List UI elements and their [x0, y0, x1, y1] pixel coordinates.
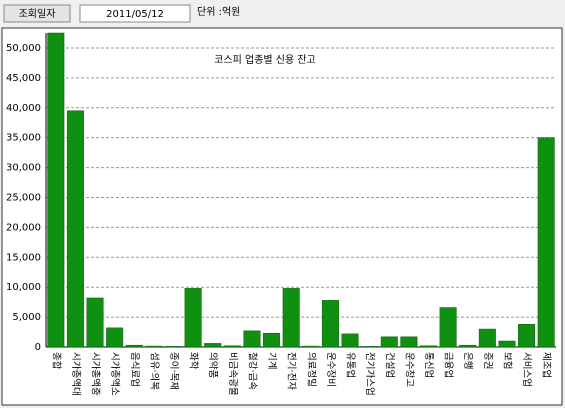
x-tick-label: 서비스업 — [521, 352, 533, 387]
x-tick-label: 의약품 — [207, 352, 219, 378]
bar — [459, 344, 477, 348]
y-tick-label: 40,000 — [6, 103, 41, 114]
x-tick-label: 종합 — [50, 352, 61, 370]
chart-panel — [1, 27, 563, 406]
y-tick-label: 5,000 — [12, 312, 41, 323]
unit-label: 단위 :억원 — [197, 5, 240, 18]
x-tick-label: 시가총액소 — [109, 352, 121, 396]
x-tick-label: 유통업 — [345, 352, 357, 378]
y-tick-label: 15,000 — [6, 252, 41, 263]
bar — [321, 300, 339, 348]
x-tick-label: 보험 — [501, 352, 512, 369]
y-tick-label: 35,000 — [6, 133, 41, 144]
x-tick-label: 의료정밀 — [305, 352, 317, 387]
date-value: 2011/05/12 — [106, 9, 164, 20]
x-tick-label: 건설업 — [384, 352, 396, 378]
bar — [165, 346, 182, 348]
x-tick-label: 증권 — [482, 352, 494, 369]
y-tick-label: 45,000 — [6, 73, 41, 84]
bar — [380, 336, 398, 348]
y-tick-label: 10,000 — [6, 282, 41, 293]
x-tick-label: 은행 — [462, 352, 474, 369]
bar — [263, 332, 281, 348]
x-tick-label: 통신업 — [423, 352, 435, 378]
y-tick-label: 50,000 — [6, 43, 41, 54]
chart-title: 코스피 업종별 신용 잔고 — [214, 53, 316, 66]
bar — [498, 340, 516, 348]
bar — [478, 328, 496, 348]
date-label: 조회일자 — [19, 8, 56, 20]
bar — [47, 32, 65, 348]
y-tick-label: 0 — [35, 342, 41, 353]
bar — [243, 330, 261, 348]
x-tick-label: 운수창고 — [403, 352, 414, 387]
x-tick-label: 화학 — [188, 352, 199, 370]
bar — [361, 346, 379, 348]
x-tick-label: 전기가스업 — [364, 352, 376, 396]
x-tick-label: 운수장비 — [325, 352, 336, 387]
bar — [537, 137, 555, 348]
bar — [184, 288, 202, 348]
date-input[interactable] — [79, 4, 191, 23]
bar — [420, 345, 437, 348]
bar — [282, 288, 300, 348]
bar — [204, 343, 222, 348]
bar — [145, 345, 163, 348]
x-tick-label: 기계 — [266, 352, 278, 369]
bar — [439, 307, 457, 348]
y-tick-label: 25,000 — [6, 192, 41, 203]
y-tick-label: 20,000 — [6, 222, 41, 233]
plot: 0 5,000 10,000 15,000 20,000 25,000 30,000 35,0… — [6, 32, 556, 396]
y-tick-label: 30,000 — [6, 163, 41, 174]
x-tick-label: 음식료업 — [129, 352, 141, 387]
x-tick-label: 섬유·의복 — [148, 352, 159, 390]
x-tick-label: 금융업 — [443, 352, 455, 378]
x-tick-label: 철강·금속 — [246, 352, 257, 390]
x-tick-label: 종이·목재 — [168, 352, 179, 390]
bar — [66, 110, 84, 348]
bar — [223, 345, 241, 348]
x-tick-label: 시가총액대 — [70, 352, 82, 396]
x-tick-label: 제조업 — [541, 352, 553, 378]
bar — [302, 345, 320, 348]
bar — [86, 297, 104, 348]
bar — [106, 327, 124, 348]
x-tick-label: 비금속광물 — [227, 352, 239, 396]
bar — [400, 336, 418, 348]
bar — [518, 324, 536, 348]
bar — [125, 344, 143, 348]
x-tick-label: 시가총액중 — [90, 352, 102, 396]
date-label-box — [3, 4, 71, 23]
x-tick-label: 전기·전자 — [286, 352, 297, 390]
bar — [341, 333, 359, 348]
